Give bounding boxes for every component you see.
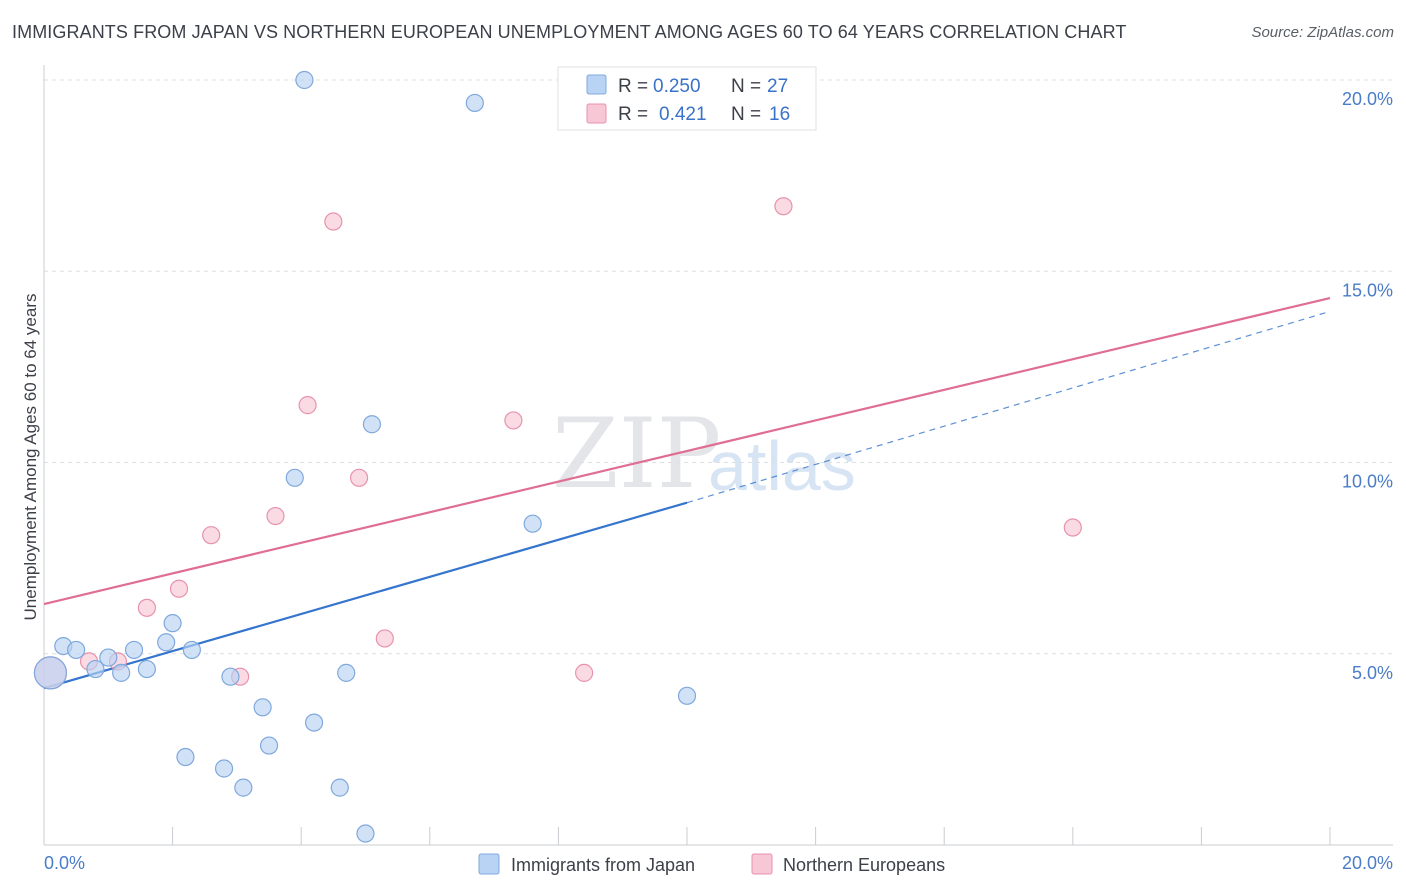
data-point-japan [259, 736, 279, 755]
data-point-japan [362, 415, 382, 434]
legend-n-value-northern: 16 [769, 104, 790, 125]
data-point-japan [221, 667, 240, 686]
legend-n-label-japan: N = [731, 76, 761, 97]
axes [43, 65, 1393, 846]
legend-r-label-northern: R = [618, 104, 648, 125]
watermark: ZIP atlas [552, 398, 856, 510]
y-tick-labels: 5.0% 10.0% 15.0% 20.0% [1342, 89, 1393, 683]
data-point-japan [304, 713, 324, 732]
data-point-japan [295, 70, 314, 90]
data-point-japan [253, 698, 272, 717]
source-credit: Source: ZipAtlas.com [1251, 24, 1394, 41]
y-tick-label: 10.0% [1342, 472, 1393, 492]
x-tick-label-min: 0.0% [44, 853, 85, 873]
legend-swatch-northern [586, 103, 607, 124]
data-point-japan [176, 747, 195, 767]
data-point-northern [169, 579, 189, 598]
data-point-japan [67, 640, 86, 660]
data-point-japan [677, 686, 697, 705]
data-point-northern [575, 663, 594, 682]
data-point-japan [157, 633, 176, 652]
trend-line-japan [43, 501, 688, 690]
trend-lines [43, 296, 1331, 690]
data-point-japan [112, 663, 131, 682]
gridlines [44, 79, 1393, 655]
data-points [33, 70, 1082, 843]
series-swatch-northern [751, 853, 773, 875]
legend-swatch-japan [586, 74, 607, 95]
correlation-legend: R = 0.250 N = 27 R = 0.421 N = 16 [557, 66, 817, 131]
data-point-japan [330, 778, 349, 797]
legend-r-value-japan: 0.250 [653, 76, 701, 97]
data-point-japan [214, 759, 234, 778]
data-point-japan [465, 93, 484, 113]
data-point-northern [774, 197, 793, 216]
data-point-northern [504, 411, 523, 430]
data-point-northern [375, 629, 394, 648]
trend-line-northern [43, 296, 1331, 606]
legend-r-value-northern: 0.421 [659, 104, 707, 125]
data-point-northern [1063, 518, 1082, 537]
data-point-japan [182, 640, 201, 660]
data-point-northern [298, 396, 317, 415]
chart-title: IMMIGRANTS FROM JAPAN VS NORTHERN EUROPE… [12, 22, 1127, 42]
data-point-northern [137, 598, 156, 617]
data-point-japan [285, 468, 304, 487]
data-point-northern [324, 212, 343, 231]
data-point-northern [266, 506, 285, 526]
legend-r-label-japan: R = [618, 76, 648, 97]
y-tick-label: 20.0% [1342, 89, 1393, 109]
data-point-northern [202, 526, 221, 545]
x-tick-label-max: 20.0% [1342, 853, 1393, 873]
series-swatch-japan [478, 853, 500, 875]
data-point-northern [349, 468, 369, 487]
legend-n-value-japan: 27 [767, 76, 788, 97]
series-legend: Immigrants from Japan Northern Europeans [478, 853, 945, 875]
legend-n-label-northern: N = [731, 104, 761, 125]
data-point-japan [33, 656, 68, 690]
data-point-japan [163, 614, 182, 633]
trend-line-japan-extrapolated [686, 310, 1331, 504]
data-point-japan [99, 648, 118, 667]
series-label-northern: Northern Europeans [783, 855, 945, 875]
watermark-atlas: atlas [708, 427, 856, 505]
data-point-japan [124, 640, 144, 660]
data-point-japan [234, 778, 253, 797]
data-point-japan [137, 659, 156, 679]
data-point-japan [356, 824, 375, 843]
y-tick-label: 15.0% [1342, 280, 1393, 300]
y-tick-label: 5.0% [1352, 663, 1393, 683]
data-point-japan [337, 663, 356, 682]
data-point-japan [86, 659, 105, 679]
watermark-zip: ZIP [552, 398, 721, 510]
series-label-japan: Immigrants from Japan [511, 855, 695, 875]
data-point-japan [523, 514, 542, 533]
y-axis-label: Unemployment Among Ages 60 to 64 years [21, 294, 40, 621]
